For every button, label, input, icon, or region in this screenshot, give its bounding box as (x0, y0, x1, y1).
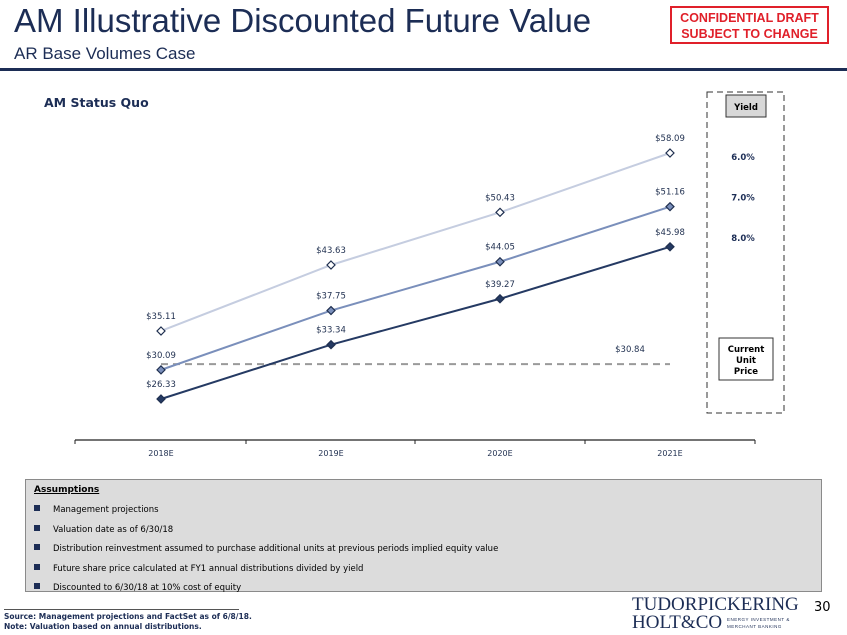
data-label: $51.16 (655, 188, 685, 198)
data-point (156, 394, 166, 404)
series-line (160, 205, 671, 371)
data-label: $33.34 (316, 326, 346, 336)
x-tick-label: 2020E (487, 449, 512, 458)
data-label: $30.09 (146, 351, 176, 361)
data-label: $39.27 (485, 280, 515, 290)
current-price-box-label: Price (734, 367, 758, 377)
data-point (326, 305, 336, 316)
data-label: $37.75 (316, 292, 346, 302)
yield-header-box (725, 94, 767, 118)
assumption-item: Valuation date as of 6/30/18 (34, 524, 498, 544)
logo-line-2: HOLT&CO (632, 612, 723, 633)
current-price-box-label: Unit (736, 356, 756, 366)
current-price-label: $30.84 (615, 345, 645, 355)
line-chart: 2018E 2019E 2020E 2021E $30.84 $35.11 $43.63 $5… (74, 91, 785, 458)
data-label: $35.11 (146, 312, 176, 322)
yield-legend-item: 7.0% (731, 194, 755, 204)
yield-header-label: Yield (733, 103, 758, 113)
bullet-icon (34, 563, 40, 570)
x-tick-label: 2018E (148, 449, 173, 458)
note-footnote: Note: Valuation based on annual distribu… (4, 622, 202, 631)
footnote-rule (4, 609, 239, 610)
data-label: $26.33 (146, 380, 176, 390)
series-line (160, 152, 671, 332)
data-point (665, 148, 675, 158)
bullet-icon (34, 505, 40, 511)
data-point (495, 256, 505, 267)
yield-panel (706, 91, 785, 414)
x-tick-label: 2019E (318, 449, 343, 458)
assumption-item: Management projections (34, 504, 498, 524)
confidential-line-1: CONFIDENTIAL DRAFT (680, 11, 819, 25)
data-point (326, 339, 336, 350)
logo-tagline-2: MERCHANT BANKING (727, 624, 782, 629)
confidential-line-2: SUBJECT TO CHANGE (681, 27, 818, 41)
assumptions-list: Management projections Valuation date as… (34, 504, 498, 602)
logo-line-1: TUDORPICKERING (632, 594, 799, 615)
data-label: $50.43 (485, 193, 515, 203)
assumption-item: Discounted to 6/30/18 at 10% cost of equ… (34, 582, 498, 602)
data-point (665, 201, 675, 212)
data-label: $58.09 (655, 134, 685, 144)
yield-legend-item: 8.0% (731, 234, 755, 244)
confidential-badge: CONFIDENTIAL DRAFT SUBJECT TO CHANGE (670, 6, 829, 44)
current-price-box (718, 337, 774, 381)
page-subtitle: AR Base Volumes Case (14, 44, 196, 63)
assumption-item: Distribution reinvestment assumed to pur… (34, 543, 498, 563)
data-point (156, 365, 166, 375)
current-price-box-label: Current (728, 345, 765, 355)
series-line (160, 245, 671, 400)
page-title: AM Illustrative Discounted Future Value (14, 2, 592, 39)
data-point (665, 241, 675, 252)
source-footnote: Source: Management projections and FactS… (4, 612, 252, 621)
page-number: 30 (814, 600, 831, 615)
data-label: $45.98 (655, 228, 685, 238)
data-point (326, 260, 336, 270)
assumption-item: Future share price calculated at FY1 ann… (34, 563, 498, 583)
assumptions-title: Assumptions (34, 485, 100, 495)
data-point (495, 293, 505, 304)
assumptions-box: Assumptions Management projections Valua… (25, 479, 822, 593)
header-rule (0, 68, 847, 71)
data-label: $44.05 (485, 243, 515, 253)
yield-legend-item: 6.0% (731, 153, 755, 163)
data-point (495, 207, 505, 218)
data-point (156, 326, 166, 336)
section-label: AM Status Quo (44, 95, 149, 110)
data-label: $43.63 (316, 246, 346, 256)
bullet-icon (34, 583, 40, 589)
bullet-icon (34, 524, 40, 531)
bullet-icon (34, 544, 40, 550)
logo-tagline-1: ENERGY INVESTMENT & (727, 617, 790, 622)
x-tick-label: 2021E (657, 449, 682, 458)
